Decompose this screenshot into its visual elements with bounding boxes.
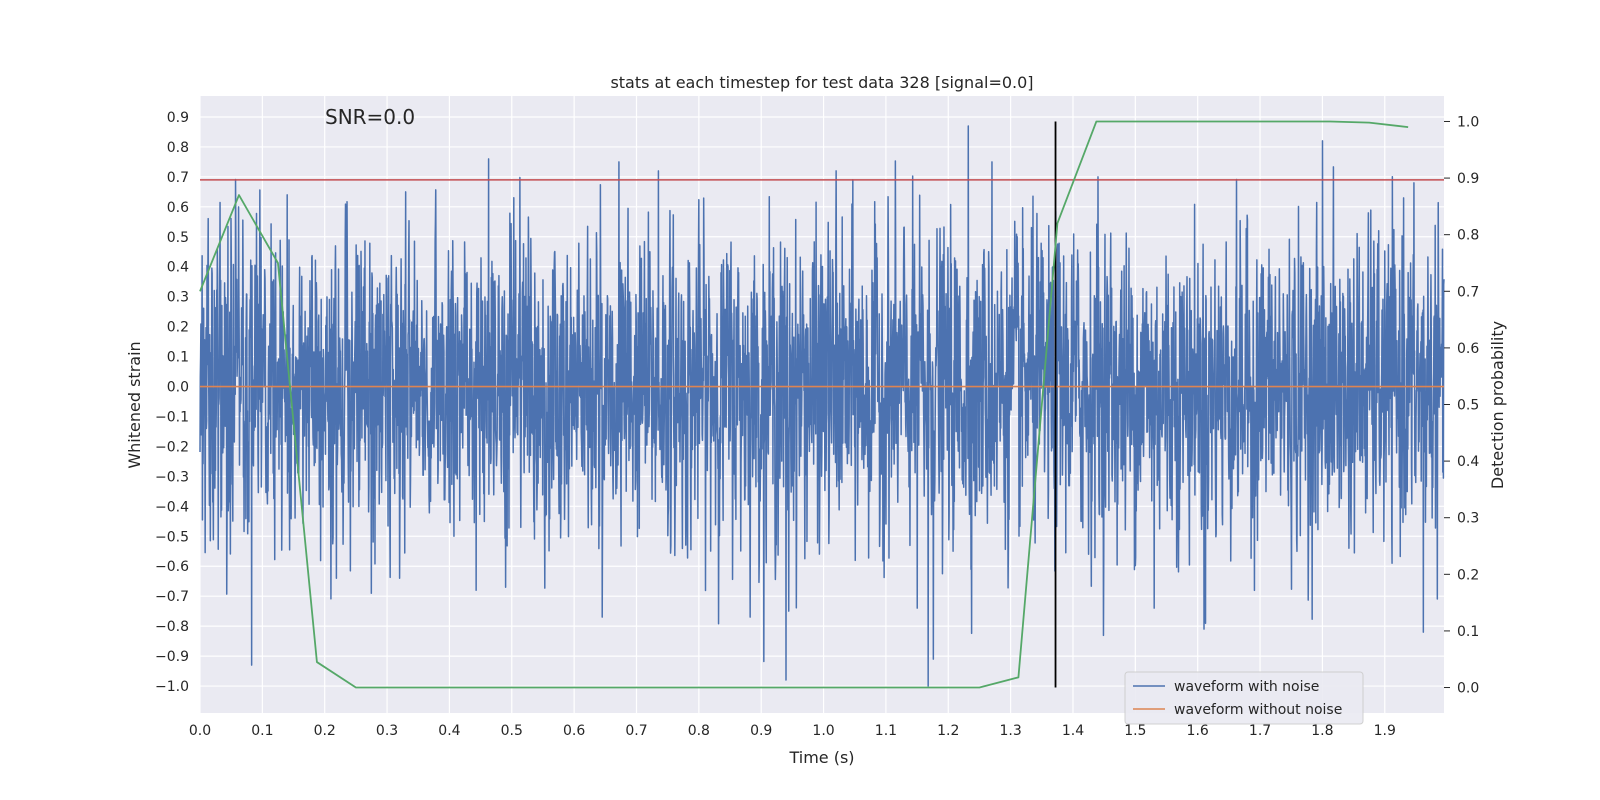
x-tick-label: 0.2 (314, 723, 336, 739)
y2-tick-label: 0.1 (1457, 624, 1479, 640)
y-tick-label: 0.2 (167, 320, 189, 336)
y-tick-label: 0.6 (167, 200, 189, 216)
legend: waveform with noise waveform without noi… (1124, 671, 1364, 725)
series-detection-probability (199, 120, 1409, 689)
y-tick-label: 0.8 (167, 140, 189, 156)
y-tick-label: 0.4 (167, 260, 189, 276)
x-tick-label: 0.1 (251, 723, 273, 739)
x-tick-label: 0.0 (189, 723, 211, 739)
y2-tick-label: 0.7 (1457, 284, 1479, 300)
x-tick-label: 0.9 (750, 723, 772, 739)
y-tick-label: −0.1 (155, 409, 189, 425)
y-tick-label: 0.1 (167, 350, 189, 366)
detection-probability-line (199, 120, 1409, 689)
y2-tick-label: 0.2 (1457, 567, 1479, 583)
y-tick-label: −0.8 (155, 619, 189, 635)
y-ticks: 0.9 0.8 0.7 0.6 0.5 0.4 0.3 0.2 0.1 0.0 −0.1 −0.2 −0… (155, 110, 189, 695)
y2-tick-label: 0.6 (1457, 341, 1479, 357)
legend-label-noise: waveform with noise (1174, 679, 1319, 695)
y2-tick-label: 1.0 (1457, 114, 1479, 130)
legend-label-clean: waveform without noise (1174, 702, 1342, 718)
x-tick-label: 1.0 (812, 723, 834, 739)
x-tick-label: 0.6 (563, 723, 585, 739)
x-tick-label: 0.3 (376, 723, 398, 739)
y-tick-label: −0.2 (155, 439, 189, 455)
y-tick-label: −0.6 (155, 559, 189, 575)
y-tick-label: −0.9 (155, 649, 189, 665)
x-tick-label: 0.7 (625, 723, 647, 739)
x-tick-label: 1.1 (875, 723, 897, 739)
y-tick-label: −0.3 (155, 469, 189, 485)
x-tick-label: 1.9 (1374, 723, 1396, 739)
snr-annotation: SNR=0.0 (325, 105, 415, 129)
x-tick-label: 0.5 (501, 723, 523, 739)
y2-tick-label: 0.3 (1457, 511, 1479, 527)
x-tick-label: 1.3 (999, 723, 1021, 739)
y-tick-label: 0.9 (167, 110, 189, 126)
x-tick-label: 1.4 (1062, 723, 1084, 739)
y-axis-label: Whitened strain (125, 341, 144, 468)
y2-tick-label: 0.8 (1457, 228, 1479, 244)
x-tick-label: 1.7 (1249, 723, 1271, 739)
chart-title: stats at each timestep for test data 328… (610, 73, 1033, 92)
y-tick-label: −0.5 (155, 529, 189, 545)
y2-tick-label: 0.5 (1457, 398, 1479, 414)
y2-axis-label: Detection probability (1488, 321, 1507, 489)
x-tick-label: 0.4 (438, 723, 460, 739)
x-ticks: 0.0 0.1 0.2 0.3 0.4 0.5 0.6 0.7 0.8 0.9 1.0 1.1 1.2 1… (189, 723, 1396, 739)
x-tick-label: 0.8 (688, 723, 710, 739)
y-tick-label: −0.7 (155, 589, 189, 605)
x-tick-label: 1.6 (1187, 723, 1209, 739)
y-tick-label: 0.5 (167, 230, 189, 246)
y2-tick-label: 0.0 (1457, 681, 1479, 697)
y2-tick-label: 0.9 (1457, 171, 1479, 187)
x-tick-label: 1.2 (937, 723, 959, 739)
y2-tick-label: 0.4 (1457, 454, 1479, 470)
y-tick-label: −0.4 (155, 499, 189, 515)
y-tick-label: 0.7 (167, 170, 189, 186)
y-tick-label: 0.0 (167, 380, 189, 396)
y-tick-label: −1.0 (155, 679, 189, 695)
x-tick-label: 1.8 (1311, 723, 1333, 739)
y-tick-label: 0.3 (167, 290, 189, 306)
legend-box (1124, 671, 1364, 725)
x-axis-label: Time (s) (788, 748, 854, 767)
x-tick-label: 1.5 (1124, 723, 1146, 739)
y2-ticks: 1.0 0.9 0.8 0.7 0.6 0.5 0.4 0.3 0.2 0.1 0.0 (1444, 114, 1479, 697)
